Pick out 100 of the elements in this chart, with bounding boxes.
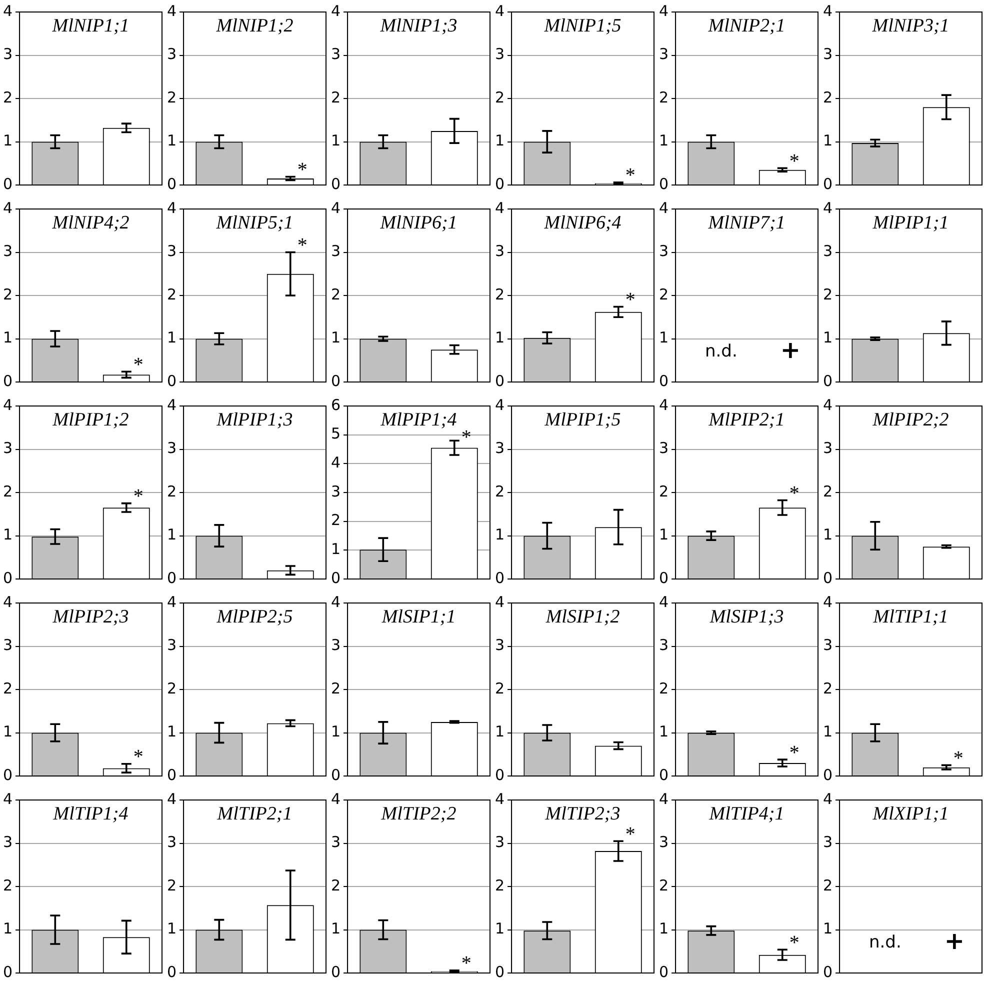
y-tick-label: 1 [494,920,505,938]
y-tick-label: 4 [658,198,669,217]
chart-title: MlXIP1;1 [872,804,949,824]
annotation: * [461,952,472,975]
y-tick-label: 1 [330,920,341,938]
y-tick-label: 0 [494,174,505,193]
y-tick-label: 0 [494,766,505,784]
chart-title: MlNIP2;1 [707,16,786,36]
annotation: n.d. [868,932,902,952]
y-tick-label: 1 [2,132,13,150]
y-tick-label: 4 [330,454,341,472]
y-tick-label: 0 [2,962,13,981]
y-tick-label: 3 [658,636,669,654]
y-tick-label: 2 [166,679,177,698]
y-tick-label: 2 [166,285,177,304]
y-tick-label: 4 [330,198,341,217]
y-tick-label: 3 [822,636,833,654]
y-tick-label: 3 [2,833,13,852]
y-tick-label: 1 [166,722,177,741]
y-tick-label: 2 [330,679,341,698]
y-tick-label: 4 [822,198,833,217]
y-tick-label: 4 [658,790,669,808]
chart-title: MlPIP2;1 [708,410,785,430]
y-tick-label: 2 [822,88,833,106]
y-tick-label: 2 [2,88,13,106]
y-tick-label: 2 [822,876,833,894]
y-tick-label: 4 [822,396,833,414]
chart-title: MlTIP2;1 [216,804,292,824]
y-tick-label: 1 [822,920,833,938]
chart-title: MlTIP2;3 [544,804,620,824]
y-tick-label: 4 [166,2,177,20]
y-tick-label: 4 [2,198,13,217]
y-tick-label: 4 [494,198,505,217]
chart-title: MlPIP1;2 [52,410,130,430]
annotation: * [297,234,308,256]
y-tick-label: 3 [822,833,833,852]
chart-title: MlNIP7;1 [707,212,786,234]
annotation: * [789,742,800,764]
y-tick-label: 1 [2,526,13,544]
annotation: * [625,164,636,187]
y-tick-label: 0 [2,766,13,784]
y-tick-label: 3 [2,45,13,64]
y-tick-label: 0 [822,568,833,587]
y-tick-label: 0 [330,174,341,193]
y-tick-label: 4 [330,592,341,611]
y-tick-label: 0 [822,962,833,981]
y-tick-label: 4 [822,592,833,611]
y-tick-label: 4 [166,396,177,414]
y-tick-label: 0 [330,568,341,587]
chart-title: MlTIP1;1 [872,606,948,628]
y-tick-label: 1 [166,920,177,938]
y-tick-label: 2 [494,679,505,698]
y-tick-label: 0 [494,372,505,390]
y-tick-label: 2 [494,285,505,304]
y-tick-label: 0 [658,372,669,390]
y-tick-label: 4 [2,396,13,414]
y-tick-label: 4 [2,2,13,20]
y-tick-label: 1 [330,722,341,741]
y-tick-label: 2 [658,482,669,500]
y-tick-label: 1 [658,526,669,544]
y-tick-label: 4 [494,2,505,20]
y-tick-label: 0 [658,568,669,587]
chart-title: MlNIP1;5 [543,16,622,36]
y-tick-label: 0 [166,174,177,193]
y-tick-label: 3 [494,439,505,458]
y-tick-label: 0 [822,372,833,390]
y-tick-label: 3 [330,636,341,654]
y-tick-label: 3 [658,439,669,458]
y-tick-label: 0 [658,174,669,193]
y-tick-label: 1 [822,328,833,347]
y-tick-label: 0 [822,174,833,193]
y-tick-label: 6 [330,396,341,414]
annotation: n.d. [704,341,738,362]
y-tick-label: 2 [658,285,669,304]
y-tick-label: 3 [822,439,833,458]
y-tick-label: 0 [330,766,341,784]
y-tick-label: 3 [2,242,13,260]
y-tick-label: 1 [658,132,669,150]
y-tick-label: 2 [494,88,505,106]
chart-title: MlPIP1;1 [872,212,949,234]
y-tick-label: 3 [166,833,177,852]
y-tick-label: 0 [494,568,505,587]
y-tick-label: 1 [166,132,177,150]
annotation: + [944,927,964,956]
y-tick-label: 1 [330,132,341,150]
chart-title: MlSIP1;3 [708,606,784,628]
y-tick-label: 3 [494,833,505,852]
y-tick-label: 3 [822,242,833,260]
y-tick-label: 4 [330,790,341,808]
chart-title: MlNIP5;1 [215,212,294,234]
annotation: * [789,482,800,505]
y-tick-label: 2 [822,285,833,304]
y-tick-label: 0 [2,372,13,390]
chart-title: MlPIP2;5 [216,606,293,628]
y-tick-label: 5 [330,424,341,443]
chart-title: MlNIP4;2 [51,212,130,234]
y-tick-label: 1 [494,526,505,544]
annotation: * [133,746,144,768]
y-tick-label: 4 [658,2,669,20]
y-tick-label: 2 [822,679,833,698]
